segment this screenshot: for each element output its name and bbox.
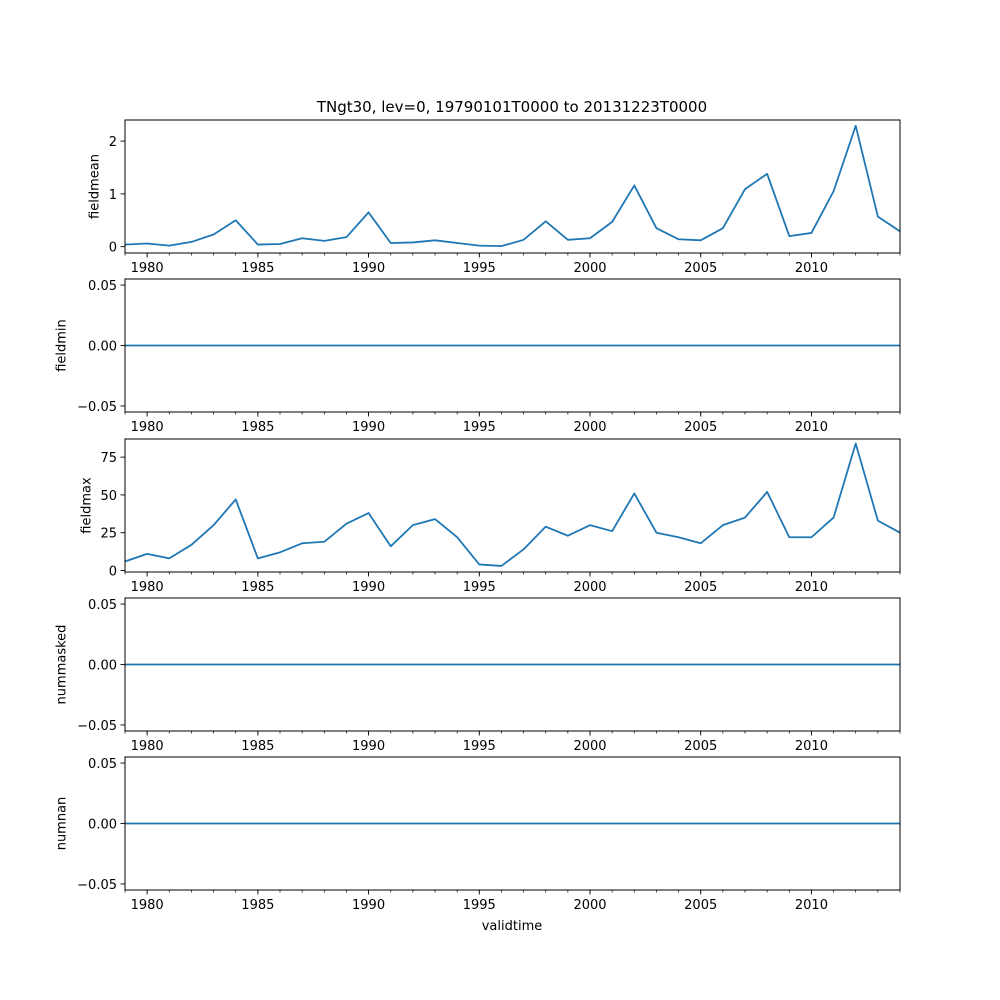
subplot-numnan: 1980 1985 1990 1995 2000 2005 2010 −0.05 0.00 0.0…: [55, 756, 901, 913]
y-tick-label: 0.05: [88, 598, 117, 613]
x-tick-label: 1985: [241, 420, 274, 435]
y-tick-label: 1: [109, 188, 117, 203]
subplot-nummasked: 1980 1985 1990 1995 2000 2005 2010 −0.05 0.00 0.0…: [55, 597, 901, 754]
x-tick-label: 1980: [131, 739, 164, 754]
x-tick-label: 2005: [684, 261, 717, 276]
x-tick-label: 2000: [573, 580, 606, 595]
x-tick-label: 2005: [684, 898, 717, 913]
y-tick-label: 25: [100, 527, 117, 542]
subplot-panels: 1980 1985 1990 1995 2000 2005 2010 0 1 2 fieldmean…: [55, 119, 901, 913]
x-tick-label: 2000: [573, 898, 606, 913]
x-tick-label: 2010: [795, 420, 828, 435]
x-tick-label: 2005: [684, 580, 717, 595]
y-axis-label-nummasked: nummasked: [55, 625, 70, 705]
y-tick-label: 0: [109, 564, 117, 579]
x-tick-label: 2000: [573, 420, 606, 435]
x-tick-label: 1985: [241, 261, 274, 276]
x-tick-label: 1990: [352, 261, 385, 276]
series-line-fieldmean: [124, 124, 901, 248]
y-tick-label: 2: [109, 135, 117, 150]
x-tick-label: 2010: [795, 580, 828, 595]
x-tick-label: 1980: [131, 261, 164, 276]
y-tick-label: 0.00: [88, 659, 117, 674]
y-tick-label: 0.05: [88, 757, 117, 772]
y-axis-label-fieldmin: fieldmin: [55, 319, 70, 372]
x-tick-label: 1990: [352, 420, 385, 435]
y-axis-label-fieldmax: fieldmax: [79, 477, 94, 534]
x-tick-label: 1985: [241, 580, 274, 595]
chart-title: TNgt30, lev=0, 19790101T0000 to 20131223…: [316, 98, 707, 116]
x-tick-label: 1980: [131, 898, 164, 913]
x-axis-label: validtime: [482, 919, 543, 934]
y-tick-label: 50: [100, 489, 117, 504]
x-tick-label: 1995: [463, 739, 496, 754]
x-tick-label: 1980: [131, 420, 164, 435]
x-tick-label: 2000: [573, 739, 606, 754]
y-tick-label: 0: [109, 241, 117, 256]
x-tick-label: 1995: [463, 420, 496, 435]
x-tick-label: 2005: [684, 420, 717, 435]
plot-frame: [124, 119, 901, 254]
x-tick-label: 1995: [463, 580, 496, 595]
y-tick-label: 0.05: [88, 279, 117, 294]
plot-frame: [124, 438, 901, 573]
subplot-fieldmax: 1980 1985 1990 1995 2000 2005 2010 0 25 50 75 field…: [79, 438, 901, 595]
x-tick-label: 1990: [352, 580, 385, 595]
x-tick-label: 1995: [463, 261, 496, 276]
x-tick-label: 1990: [352, 898, 385, 913]
x-tick-label: 1980: [131, 580, 164, 595]
subplot-fieldmean: 1980 1985 1990 1995 2000 2005 2010 0 1 2 fieldmean: [88, 119, 901, 276]
y-axis-label-fieldmean: fieldmean: [88, 154, 103, 219]
x-tick-label: 2010: [795, 898, 828, 913]
y-tick-label: 0.00: [88, 818, 117, 833]
x-tick-label: 1985: [241, 898, 274, 913]
y-tick-label: −0.05: [77, 878, 117, 893]
x-tick-label: 1985: [241, 739, 274, 754]
y-tick-label: −0.05: [77, 400, 117, 415]
subplot-fieldmin: 1980 1985 1990 1995 2000 2005 2010 −0.05 0.00 0.0…: [55, 278, 901, 435]
y-axis-label-numnan: numnan: [55, 797, 70, 851]
x-tick-label: 1995: [463, 898, 496, 913]
x-tick-label: 2000: [573, 261, 606, 276]
x-tick-label: 1990: [352, 739, 385, 754]
y-tick-label: −0.05: [77, 719, 117, 734]
series-line-fieldmax: [124, 442, 901, 567]
x-tick-label: 2005: [684, 739, 717, 754]
y-tick-label: 75: [100, 451, 117, 466]
x-tick-label: 2010: [795, 261, 828, 276]
x-tick-label: 2010: [795, 739, 828, 754]
y-tick-label: 0.00: [88, 340, 117, 355]
